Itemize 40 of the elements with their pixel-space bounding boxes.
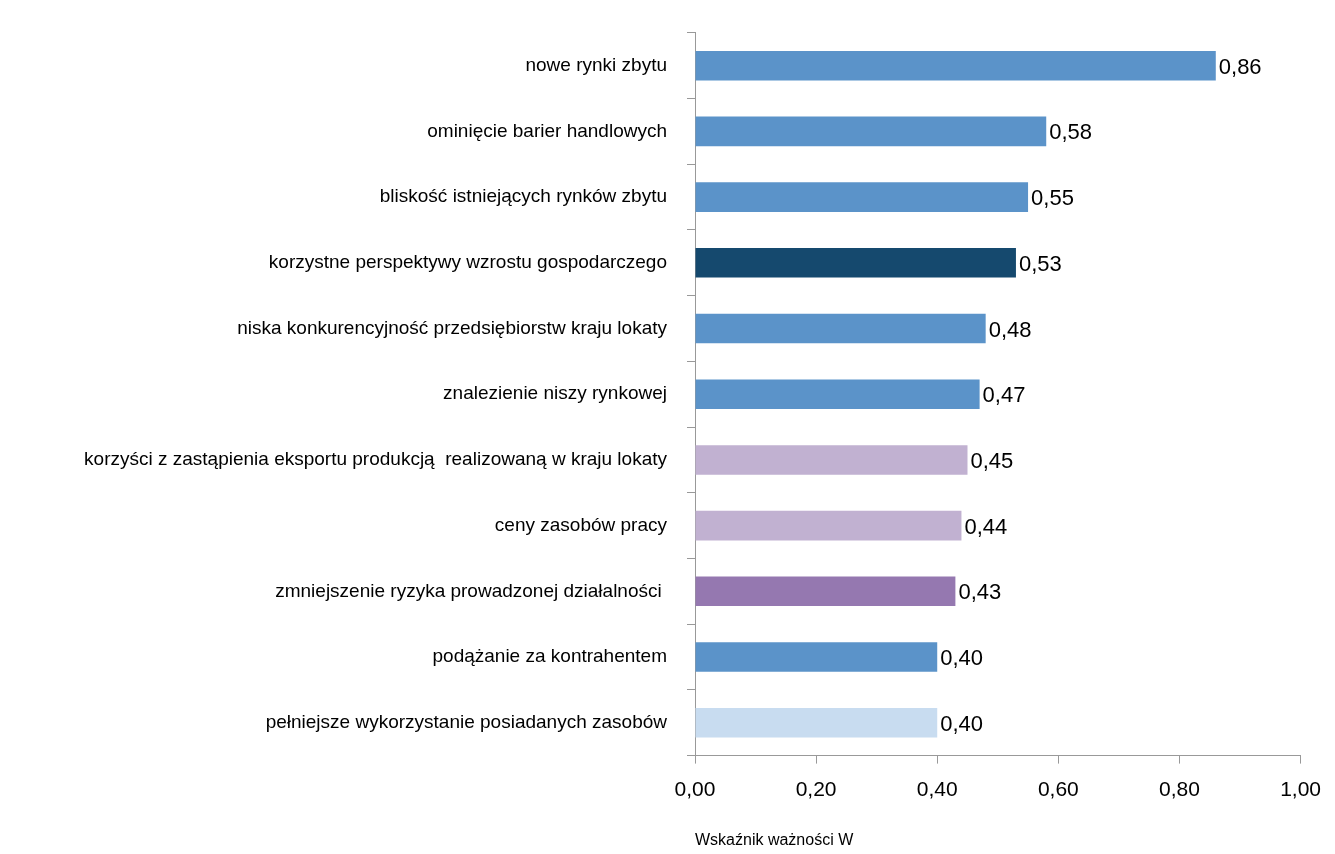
x-tick-label: 0,20 bbox=[795, 777, 837, 800]
x-axis-title: Wskaźnik ważności W bbox=[695, 830, 855, 848]
data-label: 0,53 bbox=[1018, 250, 1062, 276]
data-label: 0,86 bbox=[1218, 53, 1262, 79]
x-tick-label: 0,40 bbox=[916, 777, 958, 800]
y-tick-label: niska konkurencyjność przedsiębiorstw kraju lokaty bbox=[237, 316, 668, 338]
bar bbox=[695, 576, 956, 607]
y-tick-label: zmniejszenie ryzyka prowadzonej działalności bbox=[275, 579, 667, 601]
bar bbox=[695, 379, 980, 409]
bar bbox=[695, 182, 1029, 212]
bar bbox=[695, 642, 938, 672]
data-label: 0,45 bbox=[970, 447, 1014, 473]
x-tick-label: 1,00 bbox=[1280, 777, 1321, 800]
data-label: 0,44 bbox=[964, 513, 1008, 539]
x-tick-label: 0,00 bbox=[674, 777, 716, 800]
y-tick-label: podążanie za kontrahentem bbox=[432, 645, 667, 667]
y-tick-label: pełniejsze wykorzystanie posiadanych zasobów bbox=[265, 710, 668, 732]
x-tick-label: 0,80 bbox=[1159, 777, 1200, 800]
data-label: 0,55 bbox=[1031, 185, 1074, 211]
x-tick-label: 0,60 bbox=[1037, 777, 1079, 800]
bar bbox=[695, 50, 1216, 81]
data-label: 0,47 bbox=[982, 382, 1026, 408]
y-tick-label: ceny zasobów pracy bbox=[494, 513, 668, 535]
y-tick-label: znalezienie niszy rynkowej bbox=[443, 382, 667, 404]
bar bbox=[695, 313, 986, 344]
data-label: 0,40 bbox=[940, 645, 984, 671]
bar bbox=[695, 445, 968, 475]
y-tick-label: nowe rynki zbytu bbox=[525, 53, 667, 75]
y-tick-label: bliskość istniejących rynków zbytu bbox=[379, 185, 667, 207]
y-tick-label: korzyści z zastąpienia eksportu produkcją realizowaną w kraju lokaty bbox=[84, 448, 668, 470]
bar bbox=[695, 510, 962, 541]
data-label: 0,48 bbox=[988, 316, 1032, 342]
bar bbox=[695, 248, 1016, 278]
y-tick-label: korzystne perspektywy wzrostu gospodarczego bbox=[268, 251, 667, 273]
data-label: 0,43 bbox=[958, 579, 1002, 605]
y-tick-label: ominięcie barier handlowych bbox=[427, 119, 667, 141]
bar bbox=[695, 116, 1047, 147]
bar bbox=[695, 707, 938, 738]
data-label: 0,40 bbox=[940, 710, 984, 736]
data-label: 0,58 bbox=[1049, 119, 1093, 145]
